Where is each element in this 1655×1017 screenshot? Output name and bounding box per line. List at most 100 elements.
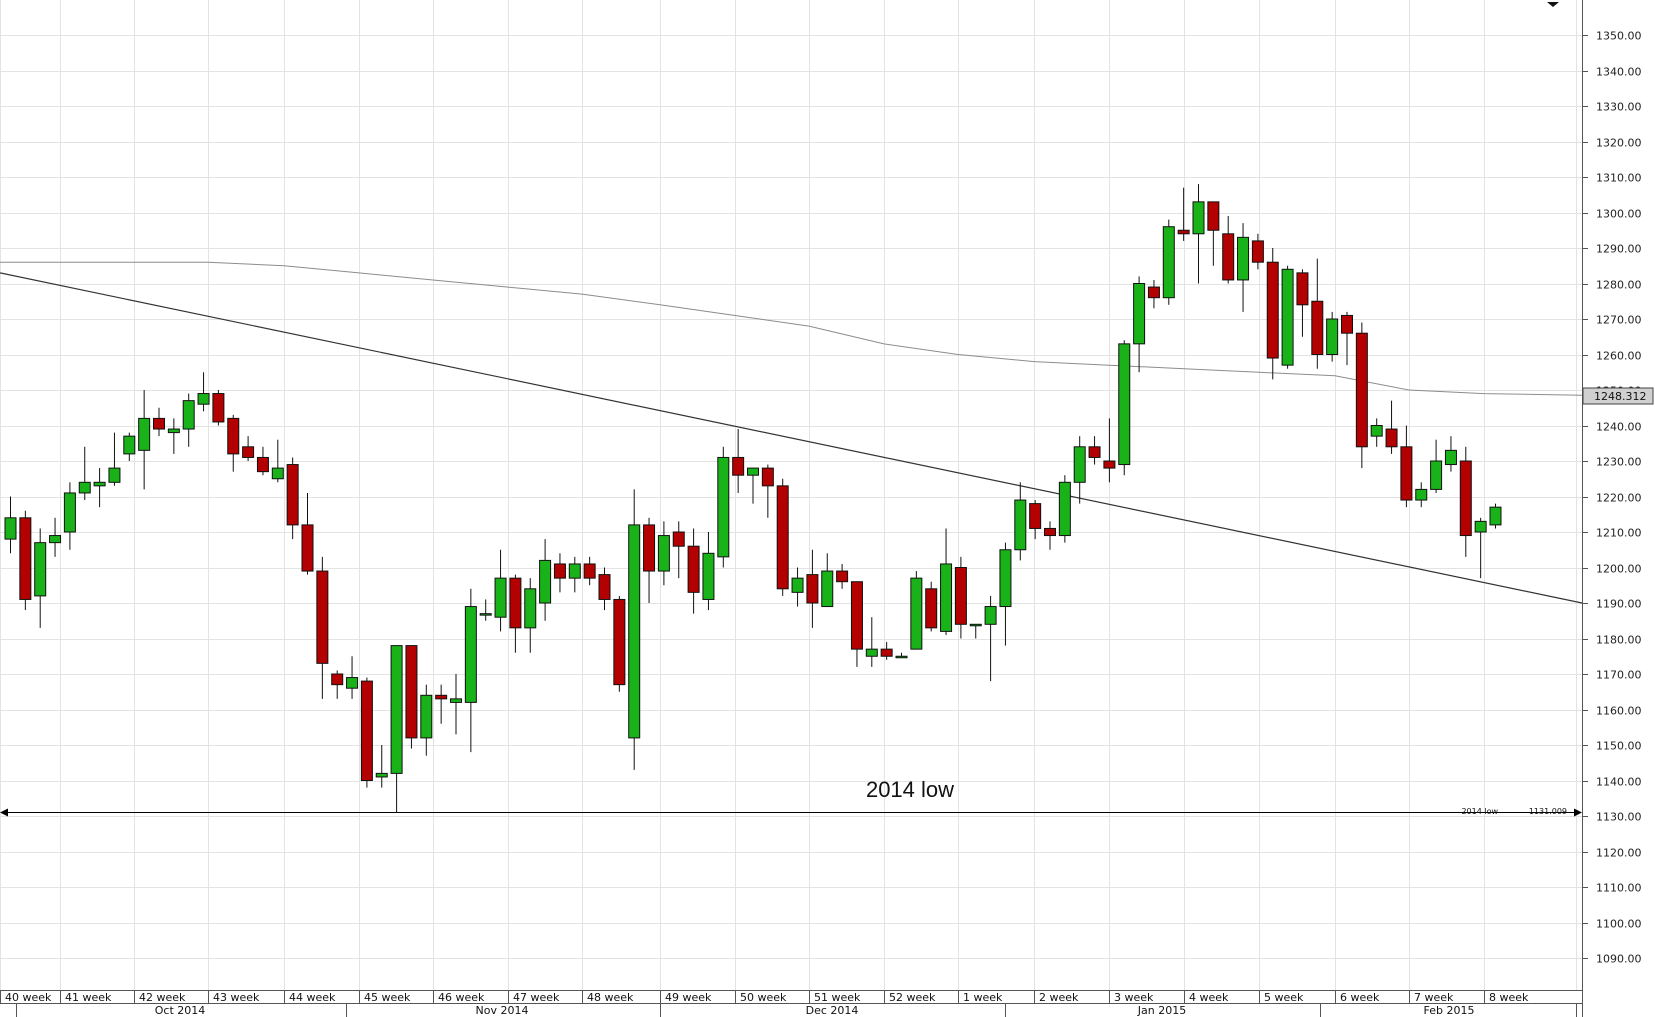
candle-body xyxy=(836,570,849,583)
candle xyxy=(1444,436,1457,472)
candle-body xyxy=(687,545,700,593)
x-tick-label: 1 week xyxy=(963,991,1003,1004)
candle-body xyxy=(1266,261,1279,359)
candle xyxy=(346,656,359,699)
y-tick-label: 1270.00 xyxy=(1596,314,1642,327)
candle-body xyxy=(301,524,314,572)
y-tick-label: 1180.00 xyxy=(1596,634,1642,647)
candle-body xyxy=(93,481,106,487)
candle-body xyxy=(1147,286,1160,299)
candle xyxy=(836,563,849,589)
candle-body xyxy=(732,456,745,476)
candle xyxy=(732,429,745,493)
candle-body xyxy=(954,567,967,625)
candle xyxy=(583,556,596,586)
y-tick-label: 1130.00 xyxy=(1596,811,1642,824)
candle xyxy=(360,677,373,788)
candle-body xyxy=(271,467,284,480)
candle xyxy=(108,432,121,486)
annotation-2014-low: 2014 low xyxy=(866,777,954,802)
candle xyxy=(212,390,225,426)
x-tick-label: 41 week xyxy=(65,991,112,1004)
candle-body xyxy=(153,417,165,430)
candle-body xyxy=(1133,283,1146,345)
candle-body xyxy=(717,456,730,558)
candle xyxy=(524,578,537,653)
candle xyxy=(1058,475,1071,543)
candle xyxy=(1073,436,1086,504)
y-tick-label: 1240.00 xyxy=(1596,421,1642,434)
y-tick-label: 1350.00 xyxy=(1596,30,1642,43)
candle xyxy=(568,556,581,593)
y-tick-label: 1160.00 xyxy=(1596,705,1642,718)
x-tick-label: 2 week xyxy=(1039,991,1079,1004)
candle-body xyxy=(360,680,373,781)
candle xyxy=(1266,248,1279,380)
month-label: Jan 2015 xyxy=(1137,1004,1186,1017)
month-label: Dec 2014 xyxy=(806,1004,859,1017)
candle xyxy=(227,414,240,472)
candles xyxy=(4,184,1502,813)
candle-body xyxy=(78,481,91,494)
candle-body xyxy=(420,694,433,739)
candle xyxy=(316,556,329,699)
candle-body xyxy=(568,563,581,579)
candle-body xyxy=(598,574,611,600)
candle xyxy=(153,407,165,437)
candle-body xyxy=(1415,488,1428,501)
candle xyxy=(940,528,953,635)
candle-body xyxy=(702,552,715,600)
candle-body xyxy=(1177,229,1190,235)
candle xyxy=(1133,276,1146,373)
candle-body xyxy=(435,694,448,700)
candle xyxy=(717,446,730,568)
candle-body xyxy=(1237,236,1250,281)
candle xyxy=(1281,265,1294,369)
candle xyxy=(19,510,32,611)
month-label: Feb 2015 xyxy=(1424,1004,1475,1017)
candle xyxy=(1311,258,1324,369)
candle xyxy=(1489,503,1502,529)
candle xyxy=(1474,517,1487,579)
candle-body xyxy=(613,598,626,686)
x-tick-label: 4 week xyxy=(1189,991,1229,1004)
candle xyxy=(405,645,418,749)
candle xyxy=(450,674,462,735)
candle-body xyxy=(34,542,47,597)
x-tick-label: 40 week xyxy=(5,991,52,1004)
candle xyxy=(1029,500,1042,540)
candle xyxy=(256,446,269,476)
candle xyxy=(167,418,180,454)
candle xyxy=(1296,269,1309,337)
candle-body xyxy=(450,698,462,703)
candle-body xyxy=(999,549,1012,608)
candle-body xyxy=(1355,332,1368,448)
y-tick-label: 1190.00 xyxy=(1596,598,1642,611)
candle xyxy=(1177,187,1190,241)
candle xyxy=(1014,482,1027,561)
candle xyxy=(925,581,938,632)
candle xyxy=(702,532,715,611)
x-tick-label: 51 week xyxy=(814,991,861,1004)
candle xyxy=(1192,184,1205,284)
candle xyxy=(999,542,1012,646)
y-tick-label: 1170.00 xyxy=(1596,669,1642,682)
candle-body xyxy=(182,400,195,430)
candle-body xyxy=(49,535,62,544)
candle-body xyxy=(316,570,329,664)
y-tick-label: 1280.00 xyxy=(1596,279,1642,292)
candle xyxy=(657,521,670,586)
candle xyxy=(242,436,255,461)
candle-body xyxy=(583,563,596,579)
candle-body xyxy=(821,570,834,608)
x-tick-label: 49 week xyxy=(665,991,712,1004)
y-tick-label: 1320.00 xyxy=(1596,137,1642,150)
candle-body xyxy=(1118,343,1131,466)
x-tick-label: 44 week xyxy=(289,991,336,1004)
candle xyxy=(910,571,923,650)
candle xyxy=(1400,425,1413,508)
grid xyxy=(0,0,1582,990)
x-tick-label: 47 week xyxy=(513,991,560,1004)
candle-body xyxy=(509,577,522,629)
candle-body xyxy=(479,613,492,616)
